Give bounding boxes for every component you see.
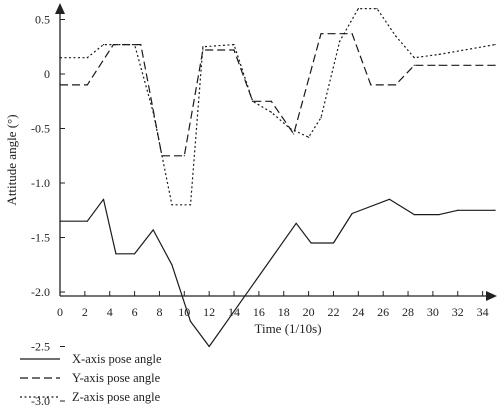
data-point bbox=[351, 212, 353, 215]
data-point bbox=[86, 57, 88, 59]
data-point bbox=[320, 117, 322, 119]
legend: X-axis pose angle Y-axis pose angle Z-axis… bbox=[20, 352, 162, 404]
data-point bbox=[438, 53, 440, 55]
x-tick-label: 12 bbox=[203, 305, 215, 319]
x-axis-arrow bbox=[486, 291, 497, 301]
data-point bbox=[189, 204, 192, 206]
data-point bbox=[86, 220, 88, 222]
y-tick-label: -2.0 bbox=[31, 285, 50, 299]
x-tick-label: 34 bbox=[477, 305, 489, 319]
data-point bbox=[413, 64, 415, 66]
data-point bbox=[115, 253, 117, 255]
series-line-z-axis-pose-angle bbox=[60, 8, 496, 206]
x-tick-label: 8 bbox=[156, 305, 162, 319]
data-point bbox=[183, 155, 185, 157]
legend-label: Y-axis pose angle bbox=[72, 371, 161, 385]
data-point bbox=[102, 198, 105, 200]
x-axis-label: Time (1/10s) bbox=[254, 321, 321, 336]
x-tick-label: 32 bbox=[452, 305, 464, 319]
data-point bbox=[112, 43, 115, 46]
data-point bbox=[59, 220, 61, 222]
legend-label: Z-axis pose angle bbox=[72, 390, 161, 404]
x-tick-label: 4 bbox=[107, 305, 113, 319]
data-point bbox=[208, 345, 210, 348]
data-point bbox=[395, 35, 397, 37]
data-point bbox=[370, 84, 372, 86]
x-tick-label: 6 bbox=[132, 305, 138, 319]
x-tick-label: 24 bbox=[352, 305, 364, 319]
data-point bbox=[233, 49, 235, 51]
data-point bbox=[332, 242, 335, 244]
data-point bbox=[310, 242, 312, 244]
y-tick-label: 0 bbox=[44, 67, 50, 81]
data-point bbox=[339, 40, 341, 42]
data-point bbox=[133, 43, 136, 46]
data-point bbox=[494, 209, 496, 211]
data-point bbox=[140, 43, 142, 46]
data-point bbox=[413, 57, 415, 59]
data-point bbox=[376, 8, 378, 10]
data-point bbox=[102, 43, 105, 46]
series-line-y-axis-pose-angle bbox=[60, 33, 496, 157]
legend-label: X-axis pose angle bbox=[72, 352, 162, 366]
y-axis-arrow bbox=[55, 3, 65, 14]
data-point bbox=[295, 222, 297, 224]
data-point bbox=[413, 214, 415, 216]
series-line-x-axis-pose-angle bbox=[60, 198, 496, 348]
data-point bbox=[59, 57, 61, 59]
data-point bbox=[270, 111, 272, 113]
x-tick-label: 2 bbox=[82, 305, 88, 319]
data-point bbox=[357, 8, 359, 10]
data-point bbox=[289, 127, 291, 130]
data-point bbox=[171, 264, 173, 266]
data-point bbox=[388, 198, 390, 200]
x-tick-label: 22 bbox=[327, 305, 339, 319]
x-tick-label: 0 bbox=[57, 305, 63, 319]
data-point bbox=[133, 253, 136, 255]
x-tick-label: 30 bbox=[427, 305, 439, 319]
data-point bbox=[252, 100, 254, 102]
data-point bbox=[152, 111, 154, 113]
x-tick-label: 28 bbox=[402, 305, 414, 319]
x-tick-label: 20 bbox=[303, 305, 315, 319]
data-point bbox=[293, 133, 295, 135]
x-tick-label: 26 bbox=[377, 305, 389, 319]
data-point bbox=[351, 33, 353, 35]
x-tick-label: 18 bbox=[278, 305, 290, 319]
series-layer bbox=[59, 8, 496, 348]
data-point bbox=[59, 84, 61, 86]
axes bbox=[55, 3, 497, 301]
data-point bbox=[494, 43, 496, 46]
y-tick-label: -1.0 bbox=[31, 176, 50, 190]
data-point bbox=[202, 46, 204, 48]
y-tick-label: -2.5 bbox=[31, 340, 50, 354]
data-point bbox=[457, 209, 459, 211]
y-tick-label: 0.5 bbox=[35, 13, 50, 27]
data-point bbox=[233, 43, 235, 46]
data-point bbox=[270, 100, 272, 102]
x-tick-label: 16 bbox=[253, 305, 265, 319]
y-tick-label: -0.5 bbox=[31, 122, 50, 136]
y-axis-label: Attitude angle (°) bbox=[4, 114, 19, 205]
y-tick-label: -3.0 bbox=[31, 394, 50, 408]
data-point bbox=[494, 64, 496, 66]
data-point bbox=[189, 320, 192, 323]
data-point bbox=[308, 136, 310, 138]
data-point bbox=[202, 49, 204, 51]
y-tick-label: -1.5 bbox=[31, 231, 50, 245]
data-point bbox=[438, 64, 440, 66]
data-point bbox=[86, 84, 88, 86]
data-point bbox=[438, 214, 440, 216]
data-point bbox=[152, 229, 154, 231]
ticks: 0.50-0.5-1.0-1.5-2.0-2.5-3.00 2 4 6 8 10 12 14 1… bbox=[31, 13, 489, 409]
x-tick-label: 14 bbox=[228, 305, 240, 319]
x-tick-label: 10 bbox=[178, 305, 190, 319]
data-point bbox=[171, 204, 173, 206]
data-point bbox=[320, 33, 322, 35]
data-point bbox=[395, 84, 397, 86]
